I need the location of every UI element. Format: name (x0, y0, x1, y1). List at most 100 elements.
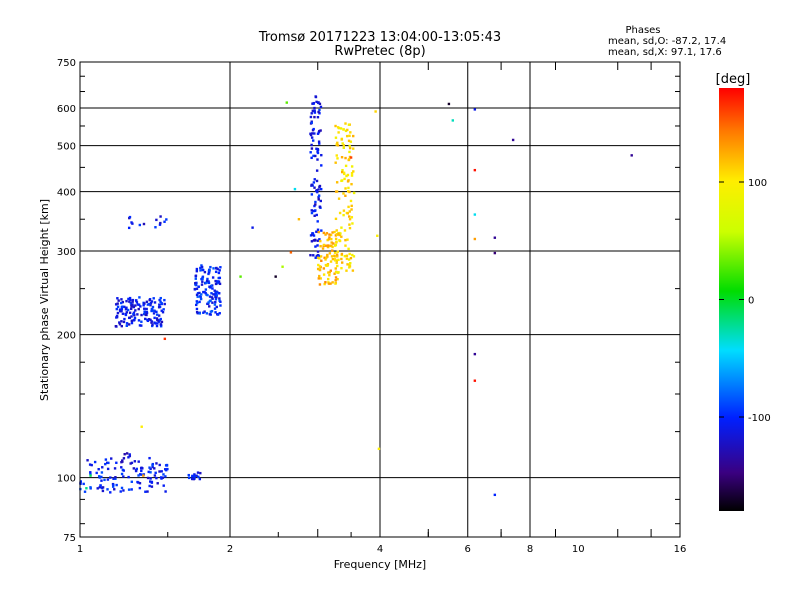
data-point (136, 303, 140, 306)
data-point (328, 274, 331, 277)
data-point (98, 486, 101, 489)
data-point (208, 295, 212, 298)
data-point (348, 263, 351, 266)
data-point (333, 251, 337, 254)
data-point (112, 483, 115, 487)
data-point (349, 261, 352, 265)
data-point (116, 311, 120, 315)
data-point (336, 233, 339, 236)
data-point (316, 158, 319, 161)
data-point (123, 317, 126, 321)
data-point (329, 269, 332, 272)
data-point (322, 273, 326, 276)
data-point (89, 486, 92, 489)
data-point (251, 226, 254, 229)
data-point (195, 310, 199, 314)
data-point (125, 299, 128, 303)
data-point (336, 141, 339, 145)
data-point (326, 255, 329, 258)
data-point (348, 144, 351, 148)
data-point (199, 266, 202, 270)
data-point (164, 475, 167, 478)
data-point (215, 305, 218, 309)
data-point (351, 253, 354, 257)
data-point (152, 312, 156, 315)
data-point (158, 223, 162, 226)
data-point (317, 194, 321, 197)
data-point (352, 170, 355, 173)
data-point (209, 299, 212, 302)
data-point (344, 244, 347, 247)
data-point (352, 134, 355, 138)
data-point (147, 318, 151, 321)
data-point (218, 282, 222, 286)
data-point (335, 253, 339, 256)
data-point (151, 323, 154, 326)
data-point (511, 138, 515, 142)
data-point (155, 476, 158, 480)
data-point (144, 313, 148, 316)
data-point (309, 115, 313, 119)
data-point (135, 467, 138, 471)
data-point (214, 298, 218, 301)
data-point (197, 285, 200, 288)
data-point (106, 488, 109, 491)
data-point (207, 281, 211, 285)
data-point (318, 265, 322, 268)
data-point (158, 470, 161, 473)
data-point (156, 319, 159, 322)
data-point (155, 310, 158, 314)
data-point (163, 337, 167, 341)
data-point (335, 254, 339, 258)
data-point (207, 301, 210, 304)
data-point (320, 259, 323, 262)
x-tick-label: 6 (465, 544, 471, 555)
data-point (100, 475, 103, 479)
data-point (334, 136, 338, 139)
data-point (313, 214, 316, 217)
data-point (313, 115, 316, 119)
data-point (116, 297, 119, 300)
data-point (335, 261, 338, 264)
data-point (119, 490, 122, 493)
y-tick-label: 300 (57, 247, 76, 258)
data-point (160, 320, 164, 324)
data-point (193, 475, 196, 478)
data-point (340, 156, 344, 159)
data-point (318, 283, 322, 286)
data-point (207, 280, 210, 283)
data-point (218, 297, 221, 300)
data-point (158, 298, 161, 302)
data-point (162, 473, 165, 476)
data-point (203, 270, 207, 274)
data-point (344, 122, 347, 125)
data-point (152, 309, 155, 312)
data-point (138, 486, 142, 490)
data-point (312, 127, 315, 131)
data-point (312, 154, 315, 158)
tick-labels: 1 2 4 6 8 10 16 75 100 200 300 400 500 600 750 (57, 58, 686, 555)
data-point (316, 250, 320, 253)
data-point (200, 264, 203, 267)
data-point (347, 247, 350, 251)
data-point (350, 174, 354, 177)
data-point (329, 282, 332, 285)
data-point (447, 102, 451, 106)
data-point (116, 305, 120, 308)
data-point (313, 204, 316, 208)
data-point (348, 223, 351, 226)
data-point (150, 481, 154, 484)
data-point (309, 234, 313, 237)
y-tick-label: 75 (63, 533, 76, 544)
data-point (214, 270, 218, 274)
data-point (128, 300, 131, 303)
data-point (165, 218, 168, 221)
data-point (239, 275, 242, 278)
data-point (334, 243, 338, 247)
data-point (350, 182, 353, 186)
data-point (130, 319, 134, 322)
data-point (326, 238, 329, 242)
data-point (150, 300, 154, 303)
data-point (198, 312, 201, 315)
